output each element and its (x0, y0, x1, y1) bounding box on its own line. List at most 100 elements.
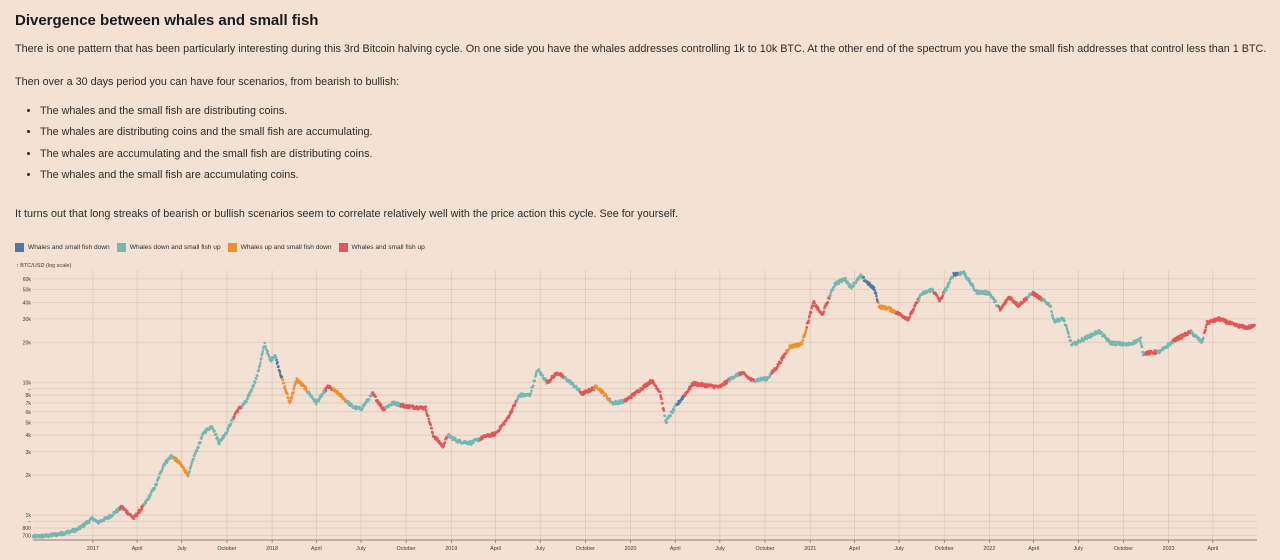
price-dot (826, 301, 830, 304)
x-tick-label: April (1207, 546, 1218, 552)
price-dot (689, 387, 692, 390)
price-dot (290, 395, 294, 399)
price-dot (1204, 325, 1208, 329)
price-dot (918, 295, 921, 299)
price-dot (1139, 336, 1142, 340)
price-dot (1139, 342, 1143, 345)
price-dot (168, 457, 172, 461)
price-dot (281, 378, 285, 382)
price-dot (725, 382, 729, 385)
price-dot (946, 284, 950, 288)
price-dot (815, 304, 818, 307)
legend-label: Whales and small fish up (351, 244, 425, 251)
price-dot (424, 405, 428, 408)
price-dot (806, 321, 810, 325)
price-dot (233, 414, 236, 418)
price-dot (1065, 325, 1068, 328)
price-dot (654, 384, 658, 388)
chart-axes: 700800–1k2k3k4k5k6k7k8k–10k20k30k40k50k6… (22, 277, 1257, 552)
price-dot (257, 368, 261, 371)
price-dot (276, 361, 279, 364)
price-dot (951, 275, 955, 279)
price-dot (245, 400, 248, 403)
price-dot (809, 311, 813, 314)
price-dot (182, 466, 186, 470)
price-dot (873, 288, 876, 292)
price-dot (908, 315, 912, 319)
price-dot (782, 355, 786, 358)
price-dot (1148, 352, 1152, 356)
price-dot (76, 528, 80, 532)
price-dot (1050, 310, 1054, 314)
price-dot (723, 383, 727, 386)
price-dot (605, 394, 608, 397)
price-dot (304, 386, 308, 390)
price-dot (661, 401, 664, 405)
y-tick-label: 5k (26, 420, 32, 426)
price-dot (641, 387, 645, 391)
price-dot (877, 301, 880, 304)
price-dot (779, 361, 783, 364)
price-dot (1001, 305, 1004, 309)
price-dot (787, 347, 791, 351)
price-dot (503, 422, 506, 426)
price-dot (805, 325, 809, 329)
legend-swatch (116, 243, 126, 252)
price-dot (472, 441, 475, 444)
price-dot (944, 288, 948, 292)
legend-item: Whales and small fish down (15, 243, 110, 252)
price-dot (822, 310, 826, 313)
price-dot (915, 301, 919, 304)
price-dot (801, 342, 804, 346)
price-dot (669, 414, 673, 417)
price-dot (1069, 339, 1073, 342)
price-dot (366, 400, 369, 403)
price-dot (850, 287, 853, 290)
price-dot (177, 459, 181, 463)
price-dot (985, 290, 989, 293)
price-dot (816, 306, 820, 309)
price-dot (369, 394, 373, 398)
price-dot (364, 402, 367, 406)
price-dot (1085, 337, 1088, 341)
price-dot (324, 389, 328, 392)
price-dot (73, 530, 77, 534)
price-dot (938, 299, 942, 303)
price-dot (912, 307, 916, 311)
y-tick-label: 3k (26, 450, 32, 456)
price-dot (533, 379, 537, 383)
price-dot (267, 355, 271, 358)
price-dot (862, 276, 866, 279)
price-dot (229, 422, 233, 426)
price-dot (260, 352, 264, 355)
price-dot (662, 409, 666, 412)
price-dot (148, 495, 152, 499)
price-dot (283, 385, 287, 388)
x-tick-label: October (935, 546, 954, 552)
price-dot (1004, 300, 1008, 304)
chart-legend: Whales and small fish down Whales down a… (15, 243, 425, 252)
y-tick-label: 6k (26, 410, 32, 416)
x-tick-label: July (356, 546, 366, 552)
price-dot (429, 423, 432, 427)
price-dot (132, 517, 135, 521)
price-dot (846, 280, 850, 284)
chart-dots (31, 270, 1256, 539)
price-dot (874, 292, 878, 295)
price-dot (1049, 305, 1053, 308)
legend-label: Whales and small fish down (28, 244, 110, 251)
price-dot (681, 397, 684, 401)
price-dot (530, 389, 533, 393)
price-dot (254, 380, 257, 384)
price-dot (436, 437, 439, 440)
legend-label: Whales down and small fish up (129, 244, 221, 251)
price-dot (534, 374, 538, 377)
price-dot (314, 402, 318, 406)
price-dot (1015, 301, 1019, 304)
price-dot (1253, 323, 1256, 327)
price-dot (286, 392, 289, 396)
price-dot (852, 284, 856, 287)
x-tick-label: 2020 (625, 546, 637, 552)
price-dot (665, 421, 669, 424)
price-dot (190, 462, 193, 465)
